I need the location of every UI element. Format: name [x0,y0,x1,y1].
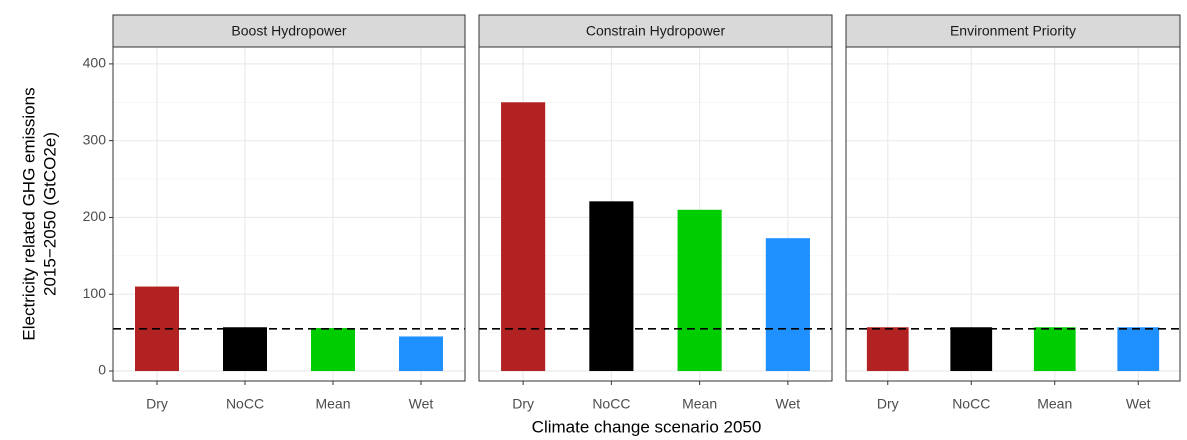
x-tick-label: Wet [776,396,801,412]
x-tick-label: Wet [1126,396,1151,412]
facet-title: Environment Priority [950,23,1076,39]
bar [950,327,993,372]
y-tick-label: 300 [83,131,107,147]
x-axis-title: Climate change scenario 2050 [532,417,762,436]
panel-border [845,46,1181,382]
y-tick-label: 200 [83,208,107,224]
x-tick-label: Dry [877,396,899,412]
bar [677,209,722,372]
x-tick-label: Wet [409,396,434,412]
x-tick-label: Mean [1037,396,1072,412]
panel-border [112,46,466,382]
y-tick-label: 100 [83,285,107,301]
y-axis-title: Electricity related GHG emissions [19,87,38,340]
bar [501,102,546,372]
x-tick-label: NoCC [952,396,990,412]
x-tick-label: Dry [146,396,168,412]
y-tick-label: 400 [83,55,107,71]
x-tick-label: Mean [315,396,350,412]
facet-title: Constrain Hydropower [586,23,726,39]
x-tick-label: NoCC [226,396,264,412]
bar [399,336,443,372]
y-tick-label: 0 [98,362,106,378]
bar [223,327,267,372]
bar [1117,327,1160,372]
bar [866,327,909,372]
facet-strip [112,14,466,48]
x-tick-label: Mean [682,396,717,412]
bar [765,238,810,372]
y-axis-title: 2015−2050 (GtCO2e) [40,132,59,296]
facet-title: Boost Hydropower [231,23,347,39]
facet-strip [478,14,833,48]
x-tick-label: NoCC [592,396,630,412]
panel-border [478,46,833,382]
x-tick-label: Dry [512,396,534,412]
bar [311,328,355,372]
facet-strip [845,14,1181,48]
bar [1033,327,1076,372]
bar [589,201,634,372]
